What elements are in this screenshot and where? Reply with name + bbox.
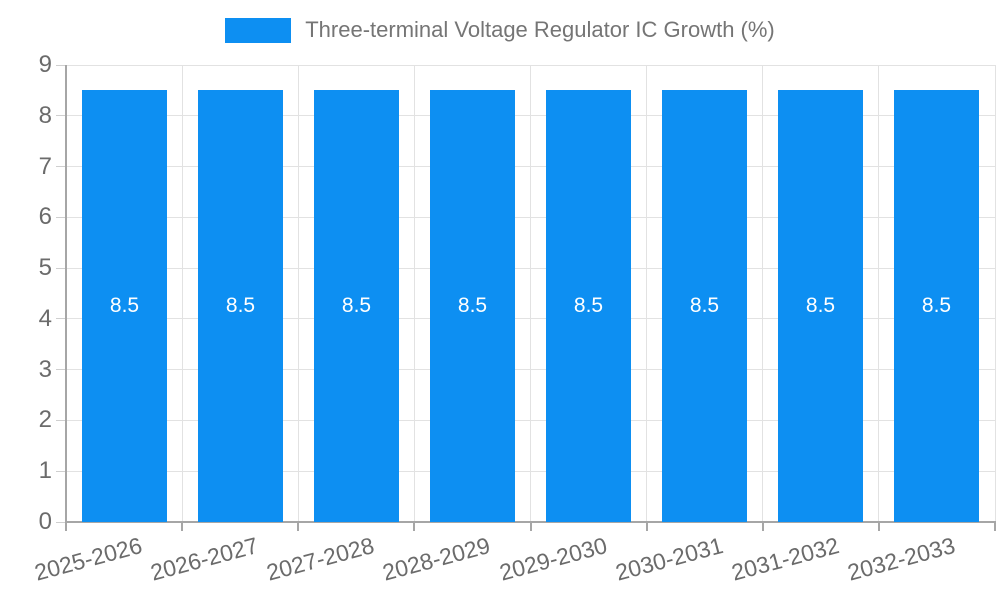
legend-label: Three-terminal Voltage Regulator IC Grow…	[305, 17, 775, 42]
y-axis-tick-label: 9	[38, 51, 52, 78]
x-axis-tick	[65, 522, 67, 531]
x-axis-tick	[413, 522, 416, 531]
bar-value-label: 8.5	[109, 294, 140, 318]
y-axis-tick	[56, 318, 66, 320]
y-axis-tick	[56, 521, 66, 523]
vertical-gridline	[994, 65, 996, 522]
bar[interactable]: 8.5	[546, 90, 631, 522]
legend-swatch	[225, 17, 292, 43]
y-axis-tick-label: 7	[38, 152, 52, 180]
bar-value-label: 8.5	[805, 294, 836, 318]
bar-value-label: 8.5	[573, 294, 604, 318]
bar[interactable]: 8.5	[778, 90, 863, 522]
y-axis-tick-label: 3	[38, 355, 52, 383]
bar-value-label: 8.5	[689, 294, 720, 318]
y-axis-tick-label: 0	[38, 508, 52, 535]
y-axis-tick-label: 6	[38, 203, 52, 231]
x-axis-tick	[994, 522, 996, 531]
x-axis-tick	[529, 522, 532, 531]
plot-area: 0 1 2 3 4 5 6 7 8 9 8.5 2025-2026 8.5 2026-2027 8.5 202…	[32, 53, 996, 586]
x-axis-tick	[761, 522, 764, 531]
bar[interactable]: 8.5	[314, 90, 399, 522]
vertical-gridline	[297, 65, 299, 522]
bar[interactable]: 8.5	[430, 90, 515, 522]
vertical-gridline	[181, 65, 183, 522]
bar[interactable]: 8.5	[662, 90, 747, 522]
y-axis-tick-label: 2	[38, 406, 52, 434]
y-axis-tick	[56, 267, 66, 269]
bar[interactable]: 8.5	[82, 90, 167, 522]
y-axis-tick	[56, 470, 66, 472]
y-axis-tick	[56, 166, 66, 168]
bar[interactable]: 8.5	[198, 90, 283, 522]
vertical-gridline	[646, 65, 648, 522]
x-axis-tick	[645, 522, 648, 531]
x-axis-tick	[877, 522, 880, 531]
x-axis-tick	[297, 522, 300, 531]
y-axis-tick	[56, 369, 66, 371]
y-axis-line	[65, 65, 67, 522]
bar-value-label: 8.5	[921, 294, 952, 318]
y-axis-tick-label: 4	[38, 304, 52, 332]
y-axis-tick	[56, 216, 66, 218]
vertical-gridline	[413, 65, 415, 522]
y-axis-tick-label: 8	[38, 101, 52, 129]
y-axis-tick-label: 5	[38, 254, 52, 282]
vertical-gridline	[762, 65, 764, 522]
x-axis-tick	[181, 522, 184, 531]
vertical-gridline	[530, 65, 531, 522]
bar[interactable]: 8.5	[894, 90, 979, 522]
bar-value-label: 8.5	[341, 294, 372, 318]
y-axis-tick	[56, 419, 66, 421]
bar-value-label: 8.5	[457, 294, 488, 318]
chart-legend[interactable]: Three-terminal Voltage Regulator IC Grow…	[0, 17, 1000, 43]
vertical-gridline	[878, 65, 880, 522]
y-axis-tick	[56, 64, 66, 66]
y-axis-tick-label: 1	[38, 457, 52, 485]
y-axis-tick	[56, 115, 66, 117]
bar-value-label: 8.5	[225, 294, 256, 318]
x-axis-line	[65, 521, 996, 523]
